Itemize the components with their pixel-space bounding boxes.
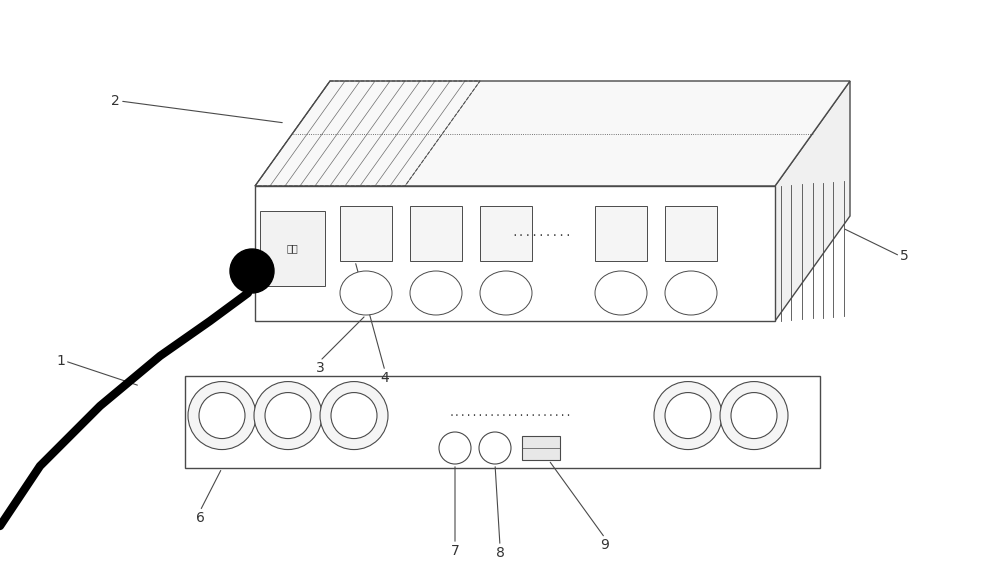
Text: 3: 3 [316,361,324,375]
Circle shape [720,381,788,449]
Circle shape [439,432,471,464]
Text: 9: 9 [601,538,609,552]
Bar [340,206,392,261]
Polygon shape [255,81,850,186]
Polygon shape [775,81,850,321]
Text: 4: 4 [381,371,389,385]
Bar [260,211,325,286]
Circle shape [320,381,388,449]
Ellipse shape [480,271,532,315]
Circle shape [654,381,722,449]
Circle shape [479,432,511,464]
Circle shape [731,393,777,439]
Text: 8: 8 [496,546,504,560]
Text: 1: 1 [56,354,65,368]
Circle shape [230,249,274,293]
Bar [410,206,462,261]
Bar [595,206,647,261]
Circle shape [188,381,256,449]
Ellipse shape [595,271,647,315]
Bar [522,436,560,460]
Bar [185,376,820,468]
Circle shape [265,393,311,439]
Bar [480,206,532,261]
Text: 7: 7 [451,544,459,558]
Text: 6: 6 [196,511,204,525]
Text: .....................: ..................... [448,408,572,418]
Ellipse shape [410,271,462,315]
Circle shape [254,381,322,449]
Bar [665,206,717,261]
Text: 开关: 开关 [287,243,298,254]
Polygon shape [255,186,775,321]
Text: .........: ......... [512,229,572,238]
Circle shape [665,393,711,439]
Text: 5: 5 [900,249,909,263]
Ellipse shape [665,271,717,315]
Circle shape [199,393,245,439]
Circle shape [331,393,377,439]
Text: 2: 2 [111,94,120,108]
Ellipse shape [340,271,392,315]
